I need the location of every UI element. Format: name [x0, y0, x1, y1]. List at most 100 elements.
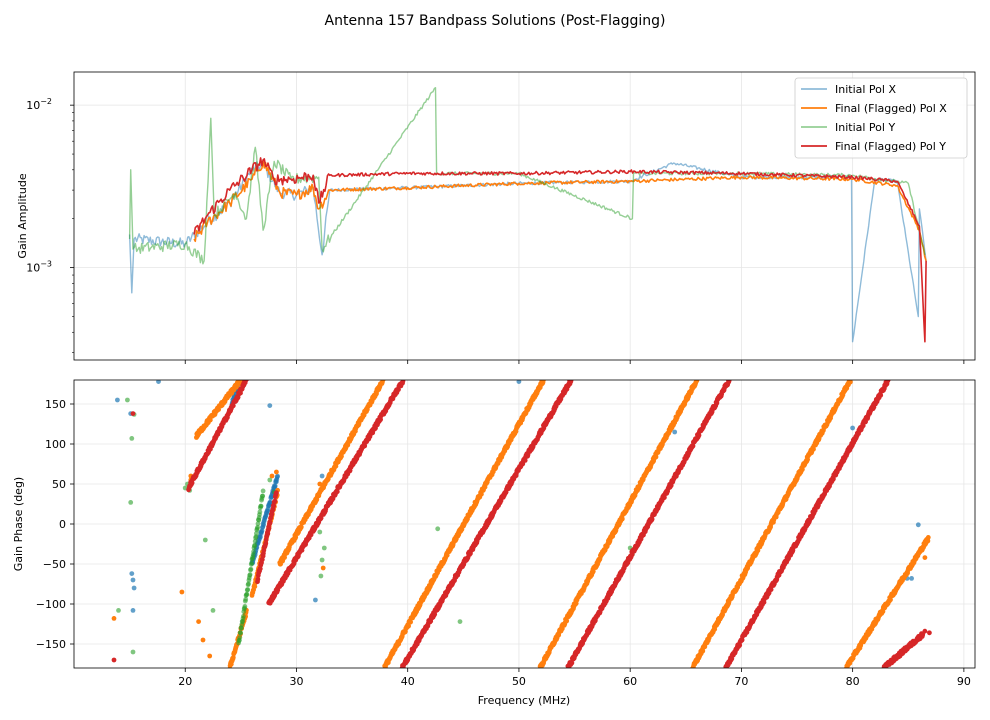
phase-point	[922, 555, 928, 560]
phase-point	[257, 509, 263, 515]
phase-point	[321, 545, 327, 551]
phase-point	[130, 649, 136, 655]
phase-point	[241, 613, 246, 619]
phase-x-tick-label: 70	[734, 675, 748, 688]
phase-y-tick-label: 150	[45, 398, 66, 411]
x-axis-label: Frequency (MHz)	[478, 694, 570, 707]
phase-point	[272, 498, 278, 504]
phase-point	[125, 397, 130, 403]
phase-y-tick-label: 100	[45, 438, 66, 451]
phase-point	[263, 540, 269, 546]
phase-point	[207, 417, 213, 423]
phase-point	[878, 392, 884, 398]
phase-point	[129, 571, 135, 576]
phase-series-2	[116, 397, 635, 655]
phase-point	[700, 648, 706, 654]
phase-y-tick-label: 0	[59, 518, 66, 531]
phase-panel: 20 30 40 50 60 70 80 90 −150 −100 −50 0 50 100 150	[36, 379, 976, 688]
phase-point	[269, 473, 275, 479]
phase-point	[406, 623, 411, 629]
phase-point	[242, 604, 248, 609]
phase-point	[249, 560, 255, 566]
phase-point	[880, 609, 886, 614]
phase-point	[915, 522, 921, 528]
phase-point	[927, 630, 932, 636]
phase-point	[258, 534, 263, 540]
phase-point	[267, 403, 273, 408]
phase-point	[265, 531, 271, 536]
phase-point	[129, 436, 135, 441]
legend-label-1: Final (Flagged) Pol X	[835, 102, 947, 115]
phase-point	[274, 469, 279, 475]
phase-point	[435, 526, 441, 532]
phase-point	[115, 397, 120, 403]
phase-y-tick-label: −150	[36, 638, 66, 651]
phase-point	[272, 483, 278, 489]
phase-point	[564, 618, 570, 624]
phase-point	[260, 488, 266, 494]
phase-point	[196, 619, 202, 624]
amp-frame	[73, 71, 976, 361]
phase-point	[247, 572, 253, 577]
phase-point	[255, 521, 261, 527]
amplitude-y-axis-label: Gain Amplitude	[16, 173, 29, 258]
phase-point	[244, 380, 249, 382]
phase-x-tick-label: 40	[401, 675, 415, 688]
phase-point	[130, 608, 136, 613]
phase-point	[319, 557, 325, 563]
phase-point	[230, 655, 236, 660]
legend-label-3: Final (Flagged) Pol Y	[835, 140, 946, 153]
figure-title: Antenna 157 Bandpass Solutions (Post-Fla…	[325, 13, 666, 29]
phase-x-tick-label: 30	[289, 675, 303, 688]
phase-x-tick-label: 60	[623, 675, 637, 688]
phase-x-tick-label: 20	[178, 675, 192, 688]
phase-point	[116, 608, 121, 613]
phase-point	[230, 403, 236, 409]
phase-point	[179, 589, 185, 595]
phase-point	[237, 635, 243, 640]
phase-point	[274, 490, 279, 496]
phase-point	[378, 417, 383, 422]
phase-point	[131, 585, 137, 591]
phase-y-tick-label: −50	[43, 558, 66, 571]
phase-point	[128, 500, 134, 505]
amp-series-group	[128, 86, 927, 343]
phase-point	[313, 597, 318, 603]
phase-point	[317, 481, 323, 487]
phase-y-tick-label: −100	[36, 598, 66, 611]
phase-point	[380, 380, 386, 382]
phase-point	[268, 500, 273, 505]
phase-point	[156, 380, 161, 384]
phase-point	[293, 534, 299, 540]
phase-point	[848, 380, 853, 385]
phase-point	[925, 535, 931, 540]
phase-point	[257, 566, 263, 572]
phase-point	[672, 429, 678, 435]
phase-point	[246, 581, 251, 587]
phase-y-axis-label: Gain Phase (deg)	[12, 477, 25, 571]
phase-point	[298, 524, 304, 530]
phase-series-group	[111, 380, 932, 668]
phase-series-1	[111, 380, 931, 668]
phase-point	[271, 503, 277, 509]
phase-point	[245, 587, 251, 592]
phase-x-tick-label: 50	[512, 675, 526, 688]
phase-point	[252, 542, 258, 548]
phase-point	[238, 630, 244, 636]
phase-point	[457, 619, 463, 624]
phase-point	[694, 380, 700, 383]
phase-x-tick-label: 80	[846, 675, 860, 688]
phase-point	[516, 380, 522, 384]
amp-series-line-1	[193, 160, 927, 262]
phase-point	[248, 566, 254, 572]
phase-point	[432, 611, 438, 617]
phase-point	[334, 489, 340, 495]
amp-series-line-3	[193, 157, 927, 343]
phase-point	[202, 537, 208, 543]
phase-point	[252, 584, 258, 589]
phase-series-0	[115, 380, 921, 613]
phase-point	[266, 525, 272, 531]
phase-point	[200, 637, 206, 643]
amp-y-tick-label: 10−3	[26, 260, 52, 275]
phase-point	[619, 516, 625, 522]
